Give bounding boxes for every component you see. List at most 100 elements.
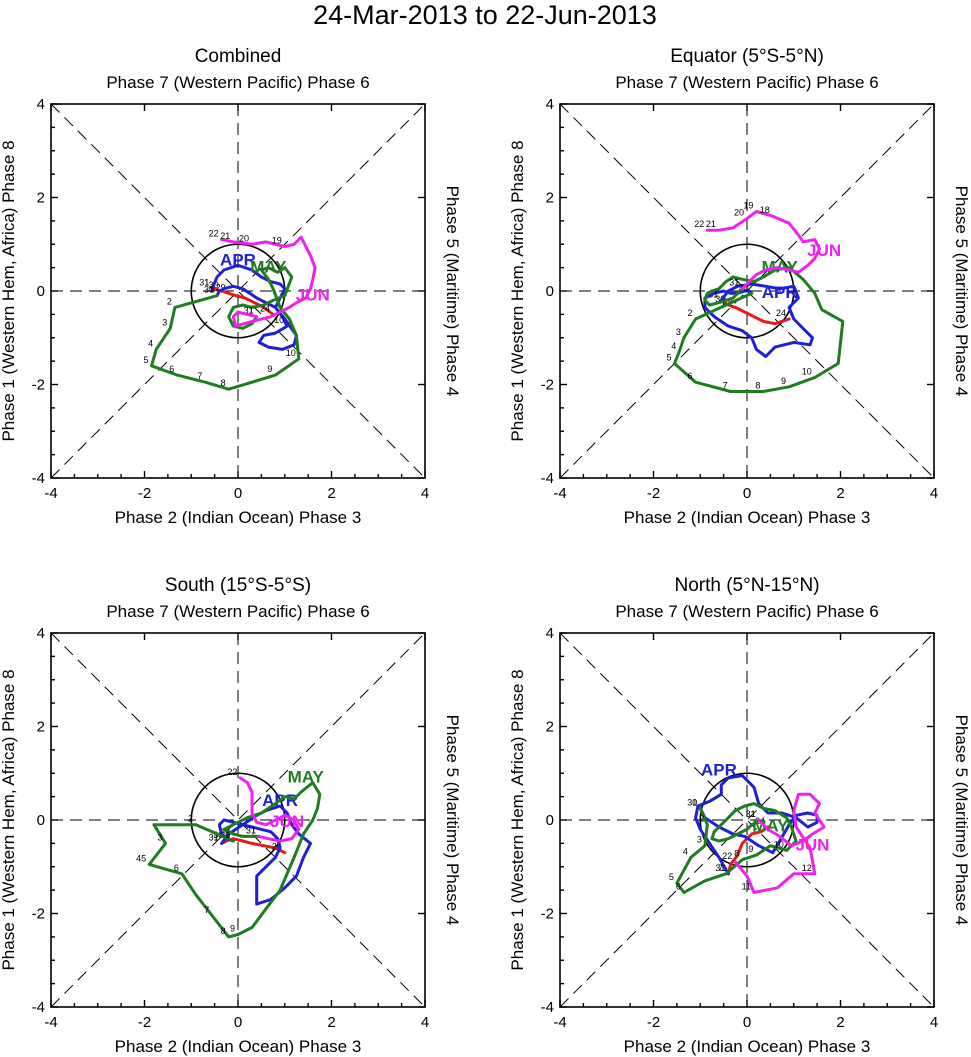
right-phase-label: Phase 5 (Maritime) Phase 4	[952, 186, 971, 397]
day-label: 4	[671, 341, 676, 351]
panel-title: North (5°N-15°N)	[674, 575, 819, 596]
x-tick-label: 0	[743, 1014, 751, 1031]
day-label: 3	[162, 317, 167, 327]
y-tick-label: 4	[546, 625, 554, 642]
x-tick-label: 2	[327, 485, 335, 502]
left-phase-label: Phase 1 (Western Hem, Africa) Phase 8	[0, 140, 18, 441]
day-label: 1	[692, 797, 697, 807]
day-label: 9	[748, 844, 753, 854]
day-label: 5	[669, 872, 674, 882]
day-label: 8	[221, 378, 226, 388]
month-label-jun: JUN	[807, 241, 841, 260]
y-tick-label: -2	[32, 377, 45, 394]
day-label: 5	[667, 352, 672, 362]
day-label: 6	[174, 863, 179, 873]
day-label: 29	[216, 282, 226, 292]
day-label: 2	[688, 308, 693, 318]
day-label: 9	[267, 364, 272, 374]
day-label: 30	[220, 830, 230, 840]
trajectory-apr	[210, 263, 298, 351]
top-phase-label: Phase 7 (Western Pacific) Phase 6	[615, 73, 878, 92]
day-label: 9	[781, 376, 786, 386]
panel-title: Combined	[195, 46, 282, 67]
day-label: 1	[751, 809, 756, 819]
day-label: 19	[743, 201, 753, 211]
x-tick-label: 4	[421, 1014, 429, 1031]
unit-circle	[699, 243, 795, 339]
day-label: 10	[802, 366, 812, 376]
day-label: 31	[209, 832, 219, 842]
y-tick-label: -4	[541, 470, 554, 487]
month-label-apr: APR	[701, 761, 737, 780]
day-label: 8	[755, 381, 760, 391]
trajectory-apr	[694, 774, 819, 876]
day-label: 7	[197, 371, 202, 381]
y-tick-label: 2	[546, 719, 554, 736]
month-label-apr: APR	[220, 250, 256, 269]
trajectory-mar	[719, 298, 791, 326]
day-label: 4	[148, 338, 153, 348]
day-label: 3	[158, 832, 163, 842]
day-label: 1	[734, 278, 739, 288]
day-label: 31	[244, 306, 254, 316]
diagonal-dashed	[559, 632, 935, 1008]
x-tick-label: -2	[647, 485, 660, 502]
day-label: 22	[227, 767, 237, 777]
day-label: 7	[204, 905, 209, 915]
day-label: 31	[715, 863, 725, 873]
bottom-phase-label: Phase 2 (Indian Ocean) Phase 3	[624, 1037, 871, 1056]
trajectory-may	[147, 781, 322, 939]
day-label: 5	[143, 355, 148, 365]
diagonal-dashed	[559, 103, 935, 479]
day-label: 22	[722, 851, 732, 861]
trajectory-apr	[703, 282, 814, 358]
diagonal-dashed	[50, 632, 426, 1008]
day-label: 22	[694, 219, 704, 229]
day-label: 8	[734, 849, 739, 859]
y-tick-label: 0	[37, 283, 45, 300]
day-label: 20	[734, 208, 744, 218]
y-tick-label: -2	[541, 377, 554, 394]
figure-title: 24-Mar-2013 to 22-Jun-2013	[313, 0, 657, 30]
day-label: 9	[230, 924, 235, 934]
trajectory-jun	[220, 235, 317, 328]
day-label: 29	[220, 828, 230, 838]
day-label: 1	[720, 863, 725, 873]
y-tick-label: 0	[37, 812, 45, 829]
right-phase-label: Phase 5 (Maritime) Phase 4	[952, 715, 971, 926]
day-label: 6	[169, 364, 174, 374]
day-label: 19	[272, 236, 282, 246]
day-label: 7	[723, 381, 728, 391]
trajectory-jun	[733, 792, 826, 894]
day-label: 1	[251, 825, 256, 835]
bottom-phase-label: Phase 2 (Indian Ocean) Phase 3	[115, 1037, 362, 1056]
x-tick-label: -2	[138, 485, 151, 502]
y-tick-label: 4	[37, 96, 45, 113]
day-label: 18	[760, 205, 770, 215]
y-tick-label: 4	[37, 625, 45, 642]
day-label: 24	[776, 308, 786, 318]
y-tick-label: -2	[32, 906, 45, 923]
diagonal-dashed	[50, 103, 426, 479]
top-phase-label: Phase 7 (Western Pacific) Phase 6	[106, 73, 369, 92]
left-phase-label: Phase 1 (Western Hem, Africa) Phase 8	[0, 669, 18, 970]
day-label: 1	[214, 832, 219, 842]
diagonal-dashed	[559, 632, 935, 1008]
trajectory-may	[673, 266, 845, 393]
y-tick-label: 2	[546, 190, 554, 207]
day-label: 20	[239, 233, 249, 243]
trajectory-jun	[238, 776, 301, 843]
day-label: 31	[729, 278, 739, 288]
day-label: 31	[746, 809, 756, 819]
day-label: 7	[718, 863, 723, 873]
x-tick-label: 2	[836, 1014, 844, 1031]
panel-3: -4 -2 0 2 4 -4 -2 0 2 4 North (5°N-15°N) Phase 7 (W…	[508, 575, 971, 1056]
day-label: 4	[683, 846, 688, 856]
day-label: 2	[699, 814, 704, 824]
month-label-jun: JUN	[795, 835, 829, 854]
day-label: 22	[209, 229, 219, 239]
x-tick-label: -2	[647, 1014, 660, 1031]
top-phase-label: Phase 7 (Western Pacific) Phase 6	[106, 602, 369, 621]
